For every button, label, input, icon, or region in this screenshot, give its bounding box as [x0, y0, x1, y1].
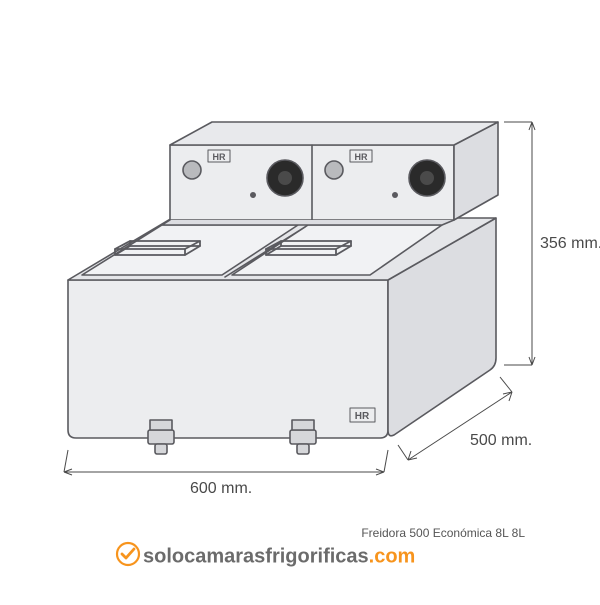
drain-valve-right	[290, 420, 316, 454]
brand-text-main: solocamarasfrigorificas	[143, 545, 369, 567]
brand-watermark: solocamarasfrigorificas.com	[115, 541, 415, 573]
svg-text:HR: HR	[213, 152, 226, 162]
checkmark-icon	[115, 541, 141, 573]
dim-height-label: 356 mm.	[540, 235, 600, 253]
svg-text:HR: HR	[355, 411, 370, 422]
svg-text:HR: HR	[355, 152, 368, 162]
product-name: Freidora 500 Económica 8L 8L	[361, 526, 525, 540]
brand-text-tld: .com	[369, 545, 416, 567]
drain-valve-left	[148, 420, 174, 454]
fryer-diagram: HR	[0, 0, 600, 600]
dim-depth-label: 500 mm.	[470, 432, 532, 450]
dim-width-label: 600 mm.	[190, 480, 252, 498]
technical-drawing-stage: HR	[0, 0, 600, 600]
